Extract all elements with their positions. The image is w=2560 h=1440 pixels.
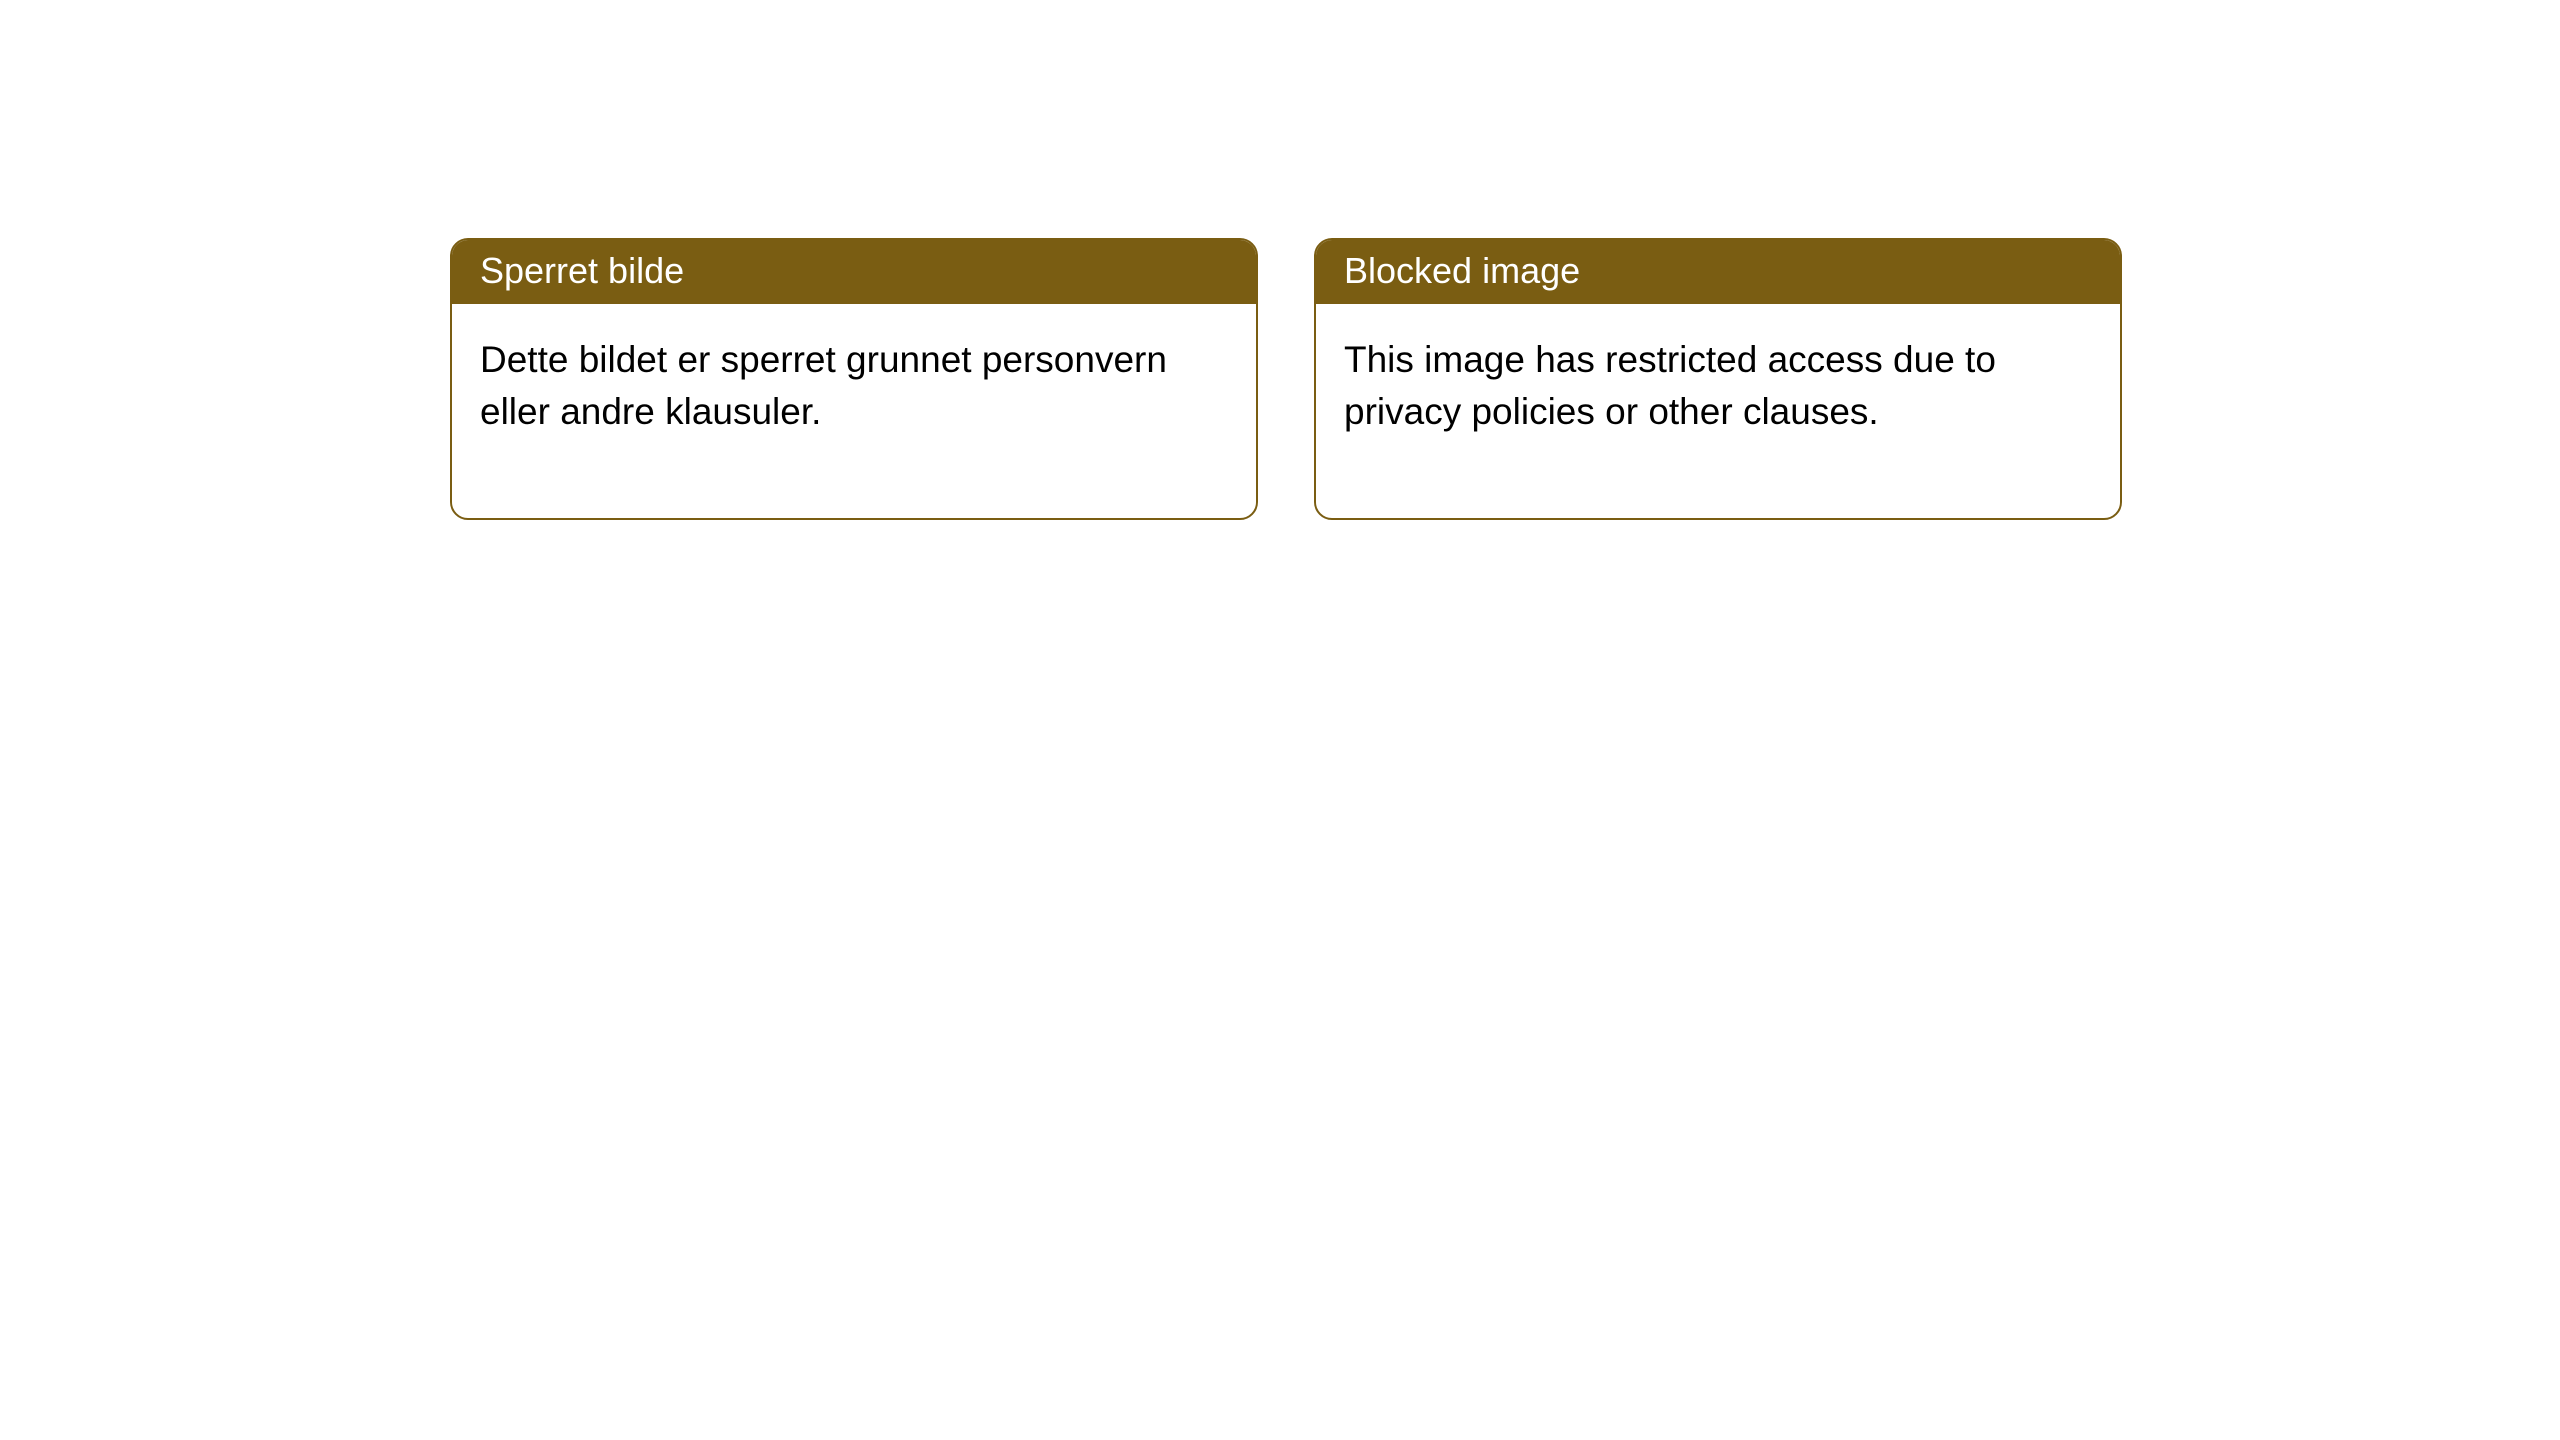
notice-header: Sperret bilde: [452, 240, 1256, 304]
notice-title: Sperret bilde: [480, 250, 684, 291]
notice-body-text: Dette bildet er sperret grunnet personve…: [480, 339, 1167, 432]
notice-card-english: Blocked image This image has restricted …: [1314, 238, 2122, 520]
notice-body: This image has restricted access due to …: [1316, 304, 2120, 518]
notice-card-norwegian: Sperret bilde Dette bildet er sperret gr…: [450, 238, 1258, 520]
notice-title: Blocked image: [1344, 250, 1580, 291]
notice-container: Sperret bilde Dette bildet er sperret gr…: [0, 0, 2560, 520]
notice-body: Dette bildet er sperret grunnet personve…: [452, 304, 1256, 518]
notice-header: Blocked image: [1316, 240, 2120, 304]
notice-body-text: This image has restricted access due to …: [1344, 339, 1996, 432]
